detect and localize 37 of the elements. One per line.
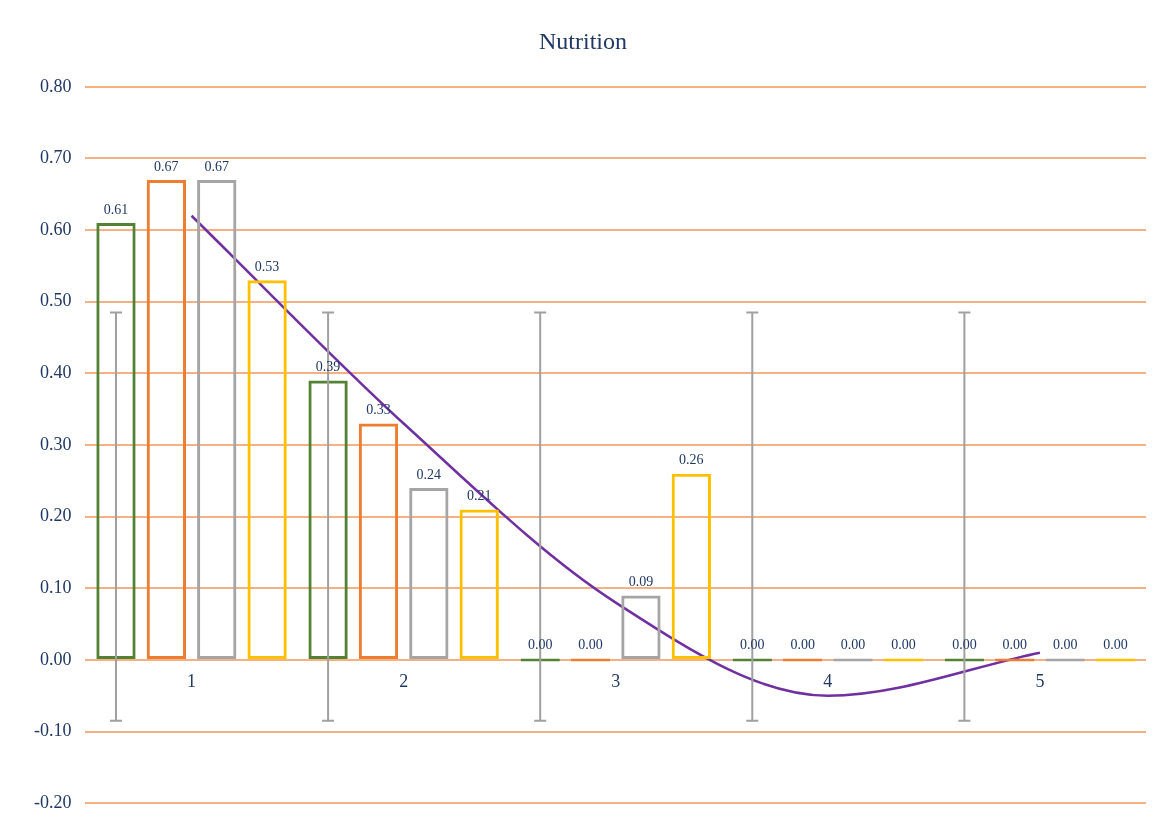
data-label: 0.00: [840, 637, 866, 653]
data-label: 0.09: [628, 574, 654, 590]
data-label: 0.24: [416, 466, 442, 482]
chart-title: Nutrition: [539, 27, 627, 54]
data-label: 0.26: [679, 452, 704, 468]
x-tick-label: 5: [1035, 671, 1045, 692]
y-tick-label: 0.80: [39, 75, 72, 96]
y-tick-label: 0.70: [39, 147, 72, 168]
x-tick-label: 3: [611, 671, 621, 692]
data-label: 0.00: [1052, 637, 1078, 653]
y-tick-label: 0.60: [39, 218, 72, 239]
x-tick-label: 4: [823, 671, 833, 692]
data-label: 0.00: [527, 637, 553, 653]
y-tick-label: -0.20: [33, 791, 72, 812]
data-label: 0.53: [254, 258, 280, 274]
y-tick-label: 0.30: [39, 433, 72, 454]
data-label: 0.00: [790, 637, 815, 653]
x-tick-label: 2: [399, 671, 409, 692]
data-label: 0.33: [366, 402, 391, 418]
data-label: 0.00: [952, 637, 977, 653]
y-tick-label: 0.20: [39, 505, 72, 526]
data-label: 0.67: [204, 158, 229, 174]
data-label: 0.00: [1103, 637, 1128, 653]
y-tick-label: 0.10: [39, 577, 72, 598]
data-label: 0.39: [315, 359, 341, 375]
line-series: [190, 214, 1042, 697]
data-label: 0.00: [891, 637, 916, 653]
data-label: 0.61: [103, 201, 129, 217]
y-tick-label: -0.10: [33, 720, 72, 741]
data-label: 0.67: [154, 158, 179, 174]
data-label: 0.00: [578, 637, 603, 653]
x-tick-label: 1: [187, 671, 197, 692]
y-tick-label: 0.50: [39, 290, 72, 311]
y-tick-label: 0.00: [39, 648, 72, 669]
data-label: 0.00: [740, 637, 765, 653]
y-tick-label: 0.40: [39, 362, 72, 383]
data-label: 0.00: [1002, 637, 1028, 653]
